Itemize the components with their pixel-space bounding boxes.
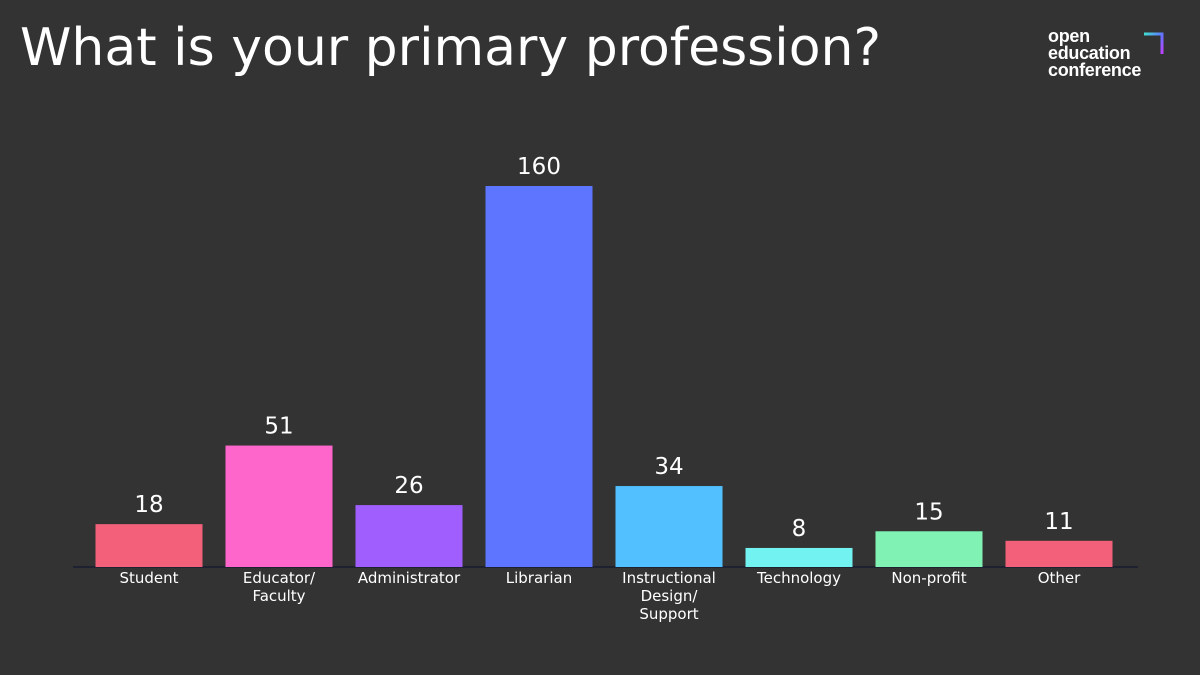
category-label: Non-profit	[891, 569, 967, 587]
bar	[1005, 540, 1113, 567]
logo-text: open	[1048, 26, 1090, 46]
bar	[875, 531, 983, 567]
title: What is your primary profession?	[20, 18, 882, 78]
category-label: Student	[119, 569, 179, 587]
bar	[225, 445, 333, 567]
value-label: 8	[792, 516, 807, 542]
value-label: 15	[914, 499, 943, 525]
value-label: 51	[264, 414, 293, 440]
value-label: 160	[517, 154, 561, 180]
category-label: Instructional Design/ Support	[622, 569, 716, 623]
bar	[95, 524, 203, 567]
value-label: 34	[654, 454, 683, 480]
bar	[615, 486, 723, 567]
value-label: 26	[394, 473, 423, 499]
logo-text: education	[1048, 43, 1131, 63]
logo: open education conference	[1048, 26, 1188, 80]
bar	[355, 505, 463, 567]
category-label: Educator/ Faculty	[242, 569, 316, 605]
logo-text: conference	[1048, 60, 1142, 80]
category-label: Other	[1037, 569, 1081, 587]
category-label: Librarian	[505, 569, 573, 587]
value-label: 11	[1044, 509, 1073, 535]
logo-bracket	[1144, 32, 1164, 54]
value-label: 18	[134, 492, 163, 518]
category-label: Administrator	[357, 569, 461, 587]
bar	[485, 186, 593, 567]
bar	[745, 547, 853, 567]
category-label: Technology	[756, 569, 842, 587]
